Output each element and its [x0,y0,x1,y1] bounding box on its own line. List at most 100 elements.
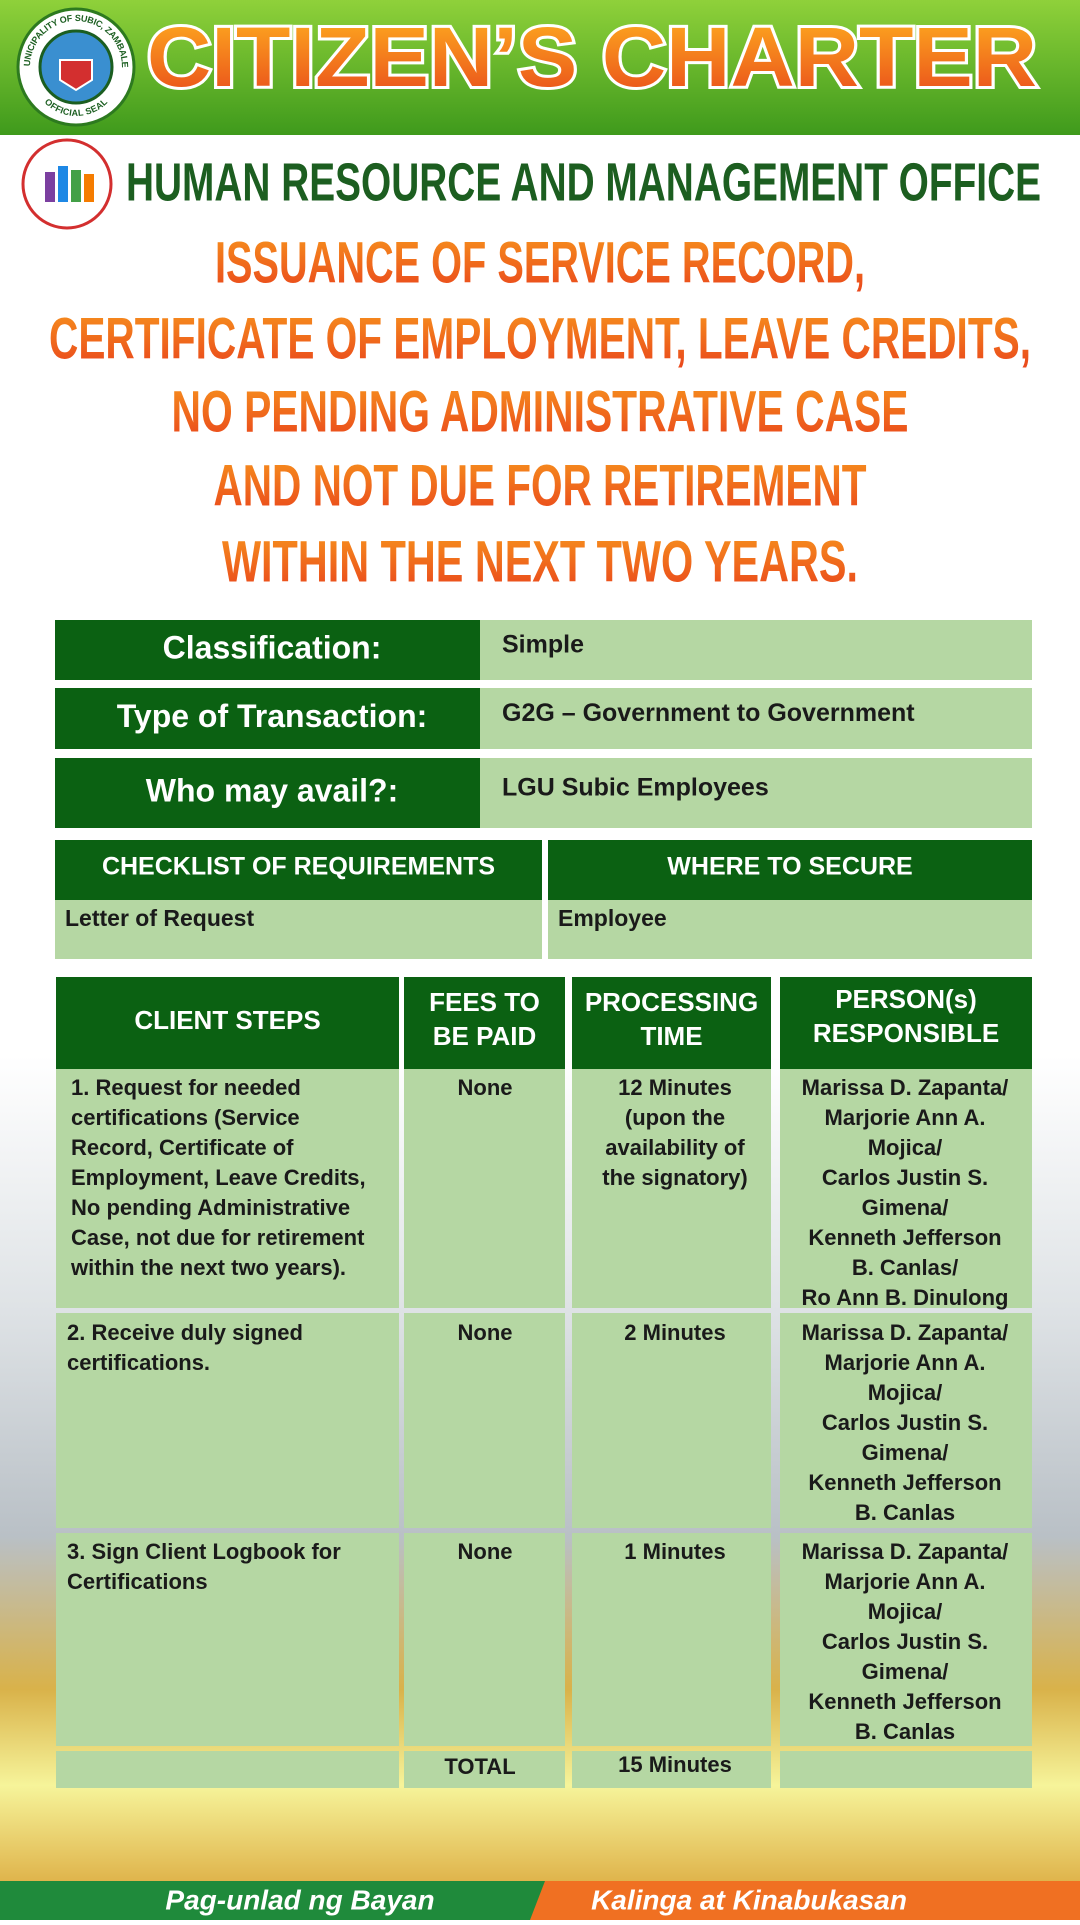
steps-cell [56,1069,399,1308]
requirements-text: Employee [558,905,667,931]
total-time: 15 Minutes [618,1752,732,1777]
steps-cell [572,1533,771,1746]
charter-title: CITIZEN’S CHARTER [147,10,1037,104]
info-label-cell [55,620,480,680]
seal: MUNICIPALITY OF SUBIC, ZAMBALES OFFICIAL… [0,0,136,127]
footer-text: Pag-unlad ng Bayan [165,1884,434,1915]
service-title-line: WITHIN THE NEXT TWO YEARS. [222,529,858,594]
steps-header: CLIENT STEPS [134,1005,320,1035]
person-text: Mojica/ [868,1135,943,1160]
service-title-line: NO PENDING ADMINISTRATIVE CASE [172,379,909,444]
step-text: 1. Request for needed [71,1075,301,1100]
requirements-header: WHERE TO SECURE [667,853,912,881]
requirements-header-cell [548,840,1032,900]
info-label-cell [55,688,480,749]
time-text: 2 Minutes [624,1320,725,1345]
requirements-cell [548,900,1032,959]
person-text: B. Canlas [855,1719,955,1744]
hr-logo [21,138,113,230]
info-value-cell [480,620,1032,680]
person-text: Marjorie Ann A. [825,1105,986,1130]
person-text: Gimena/ [862,1195,949,1220]
steps-cell [572,1313,771,1528]
person-text: Carlos Justin S. [822,1629,988,1654]
step-text: Case, not due for retirement [71,1225,365,1250]
steps-header-cell [404,977,565,1069]
time-text: 12 Minutes [618,1075,732,1100]
header-band [0,0,1080,135]
steps-header: RESPONSIBLE [813,1018,999,1048]
total-cell [404,1751,565,1788]
requirements-header-cell [55,840,542,900]
fee-text: None [458,1075,513,1100]
total-cell [572,1751,771,1788]
steps-cell [404,1069,565,1308]
requirements-cell [55,900,542,959]
step-text: No pending Administrative [71,1195,350,1220]
step-text: Record, Certificate of [71,1135,294,1160]
step-text: within the next two years). [70,1255,346,1280]
info-label: Who may avail?: [146,772,399,808]
person-text: Carlos Justin S. [822,1165,988,1190]
steps-header: TIME [640,1021,702,1051]
footer-right [530,1881,1080,1920]
steps-cell [780,1069,1032,1308]
total-cell [780,1751,1032,1788]
step-text: certifications. [67,1350,210,1375]
person-text: Marissa D. Zapanta/ [802,1320,1009,1345]
office-name: HUMAN RESOURCE AND MANAGEMENT OFFICE [126,152,1041,212]
time-text: (upon the [625,1105,725,1130]
info-value: LGU Subic Employees [502,774,769,802]
step-text: Employment, Leave Credits, [71,1165,366,1190]
steps-cell [780,1313,1032,1528]
person-text: B. Canlas/ [852,1255,958,1280]
requirements-header: CHECKLIST OF REQUIREMENTS [102,853,495,881]
steps-header: PERSON(s) [835,984,977,1014]
steps-cell [404,1533,565,1746]
person-text: Mojica/ [868,1380,943,1405]
steps-header: BE PAID [433,1021,537,1051]
steps-cell [572,1069,771,1308]
step-text: Certifications [67,1569,208,1594]
person-text: Marissa D. Zapanta/ [802,1075,1009,1100]
info-label-cell [55,758,480,828]
info-label: Classification: [163,629,382,665]
steps-cell [404,1313,565,1528]
steps-header-cell [572,977,771,1069]
time-text: availability of [605,1135,745,1160]
total-cell [56,1751,399,1788]
person-text: Gimena/ [862,1440,949,1465]
service-title-line: AND NOT DUE FOR RETIREMENT [214,453,867,518]
service-title-line: CERTIFICATE OF EMPLOYMENT, LEAVE CREDITS… [49,306,1031,371]
steps-header-cell [780,977,1032,1069]
service-title-line: ISSUANCE OF SERVICE RECORD, [215,230,865,295]
step-text: certifications (Service [71,1105,300,1130]
steps-cell [56,1313,399,1528]
steps-header-cell [56,977,399,1069]
person-text: Kenneth Jefferson [808,1225,1001,1250]
person-text: Mojica/ [868,1599,943,1624]
person-text: Gimena/ [862,1659,949,1684]
info-value-cell [480,758,1032,828]
footer-left [0,1881,545,1920]
person-text: Marjorie Ann A. [825,1569,986,1594]
person-text: Marjorie Ann A. [825,1350,986,1375]
steps-header: PROCESSING [585,987,758,1017]
step-text: 3. Sign Client Logbook for [67,1539,341,1564]
time-text: 1 Minutes [624,1539,725,1564]
person-text: B. Canlas [855,1500,955,1525]
info-value: G2G – Government to Government [502,699,915,727]
footer-text: Kalinga at Kinabukasan [591,1884,907,1915]
person-text: Marissa D. Zapanta/ [802,1539,1009,1564]
fee-text: None [458,1320,513,1345]
info-value: Simple [502,631,584,659]
info-value-cell [480,688,1032,749]
person-text: Carlos Justin S. [822,1410,988,1435]
person-text: Kenneth Jefferson [808,1470,1001,1495]
requirements-text: Letter of Request [65,905,254,931]
step-text: 2. Receive duly signed [67,1320,303,1345]
steps-cell [56,1533,399,1746]
person-text: Kenneth Jefferson [808,1689,1001,1714]
